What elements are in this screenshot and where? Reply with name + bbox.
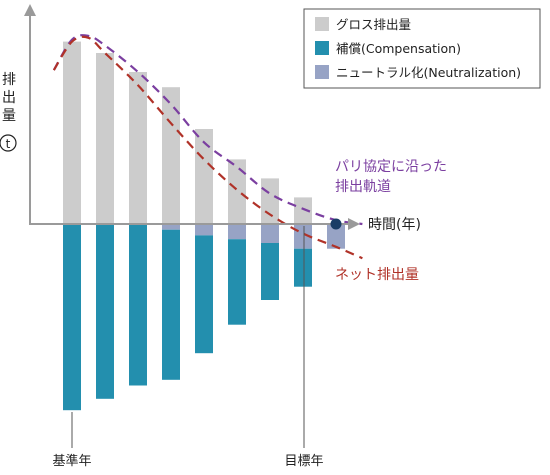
paris-line-label-l2: 排出軌道	[335, 179, 391, 195]
paris-trajectory-line	[52, 34, 363, 226]
compensation-bar	[96, 224, 114, 399]
compensation-bar	[63, 224, 81, 411]
net-line-label: ネット排出量	[335, 267, 419, 283]
gross-bar	[294, 197, 312, 224]
gross-bar	[63, 41, 81, 224]
gross-bar	[261, 178, 279, 224]
neutralization-bar	[261, 224, 279, 243]
legend: グロス排出量 補償(Compensation) ニュートラル化(Neutrali…	[303, 8, 541, 89]
legend-label-neutralization: ニュートラル化(Neutralization)	[336, 65, 521, 80]
compensation-bar	[228, 239, 246, 325]
target-year-label: 目標年	[284, 454, 323, 469]
bars-layer	[63, 41, 345, 411]
paris-line-label: パリ協定に沿った 排出軌道	[335, 159, 451, 195]
gross-bar	[195, 129, 213, 224]
x-axis-label: 時間(年)	[368, 217, 421, 233]
y-label-char: 量	[2, 108, 16, 124]
compensation-bar	[261, 243, 279, 300]
neutralization-bar	[228, 224, 246, 240]
y-axis-label: 排 出 量	[2, 72, 20, 124]
lines-layer	[52, 34, 363, 260]
neutralization-bar	[162, 224, 180, 230]
compensation-bar	[195, 235, 213, 354]
markers-layer	[330, 218, 342, 230]
legend-swatch-compensation	[315, 41, 329, 55]
y-unit-circle	[0, 134, 17, 152]
compensation-bar	[294, 248, 312, 287]
y-axis-arrow	[24, 4, 36, 16]
legend-label-gross: グロス排出量	[336, 17, 411, 32]
y-label-char: 出	[2, 90, 16, 106]
neutralization-bar	[327, 224, 345, 249]
y-unit-label: t	[6, 137, 11, 151]
legend-label-compensation: 補償(Compensation)	[336, 41, 461, 56]
legend-box	[303, 8, 541, 89]
gross-bar	[96, 53, 114, 224]
compensation-bar	[162, 229, 180, 380]
gross-bar	[162, 87, 180, 224]
net-zero-marker	[330, 218, 342, 230]
y-label-char: 排	[2, 72, 16, 88]
compensation-bar	[129, 224, 147, 386]
gross-bar	[228, 159, 246, 224]
base-year-label: 基準年	[52, 453, 91, 469]
net-emissions-line	[52, 35, 363, 260]
legend-swatch-gross	[315, 17, 329, 31]
axes-layer	[24, 4, 360, 230]
legend-swatch-neutralization	[315, 65, 329, 79]
x-axis-arrow	[348, 218, 360, 230]
gross-bar	[129, 72, 147, 224]
paris-line-label-l1: パリ協定に沿った	[335, 159, 447, 175]
neutralization-bar	[195, 224, 213, 236]
